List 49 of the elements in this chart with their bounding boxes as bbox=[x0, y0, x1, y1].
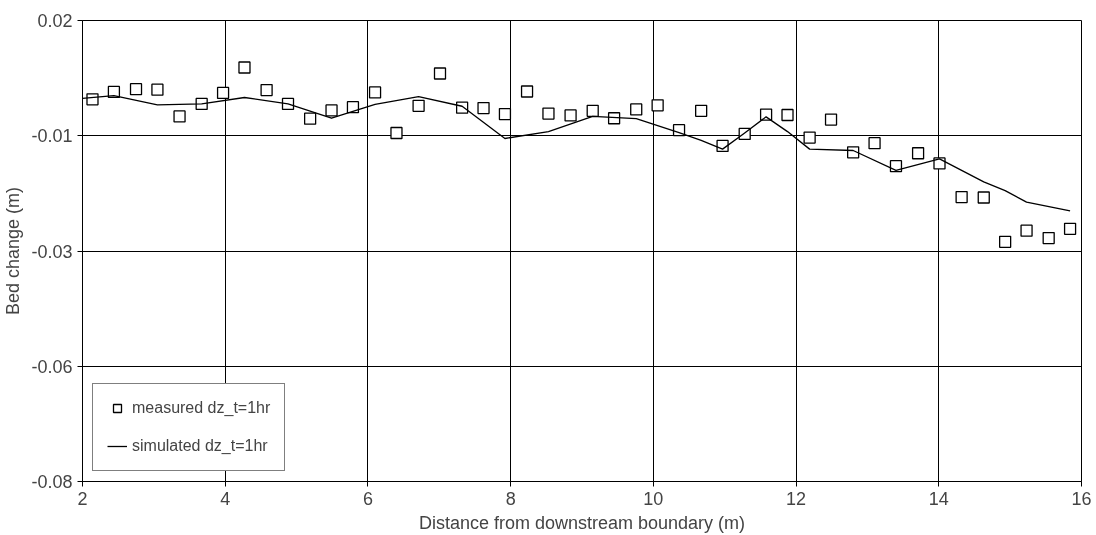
point bbox=[129, 83, 143, 96]
x-tick-label: 10 bbox=[643, 488, 664, 509]
point bbox=[955, 190, 968, 204]
point bbox=[564, 109, 577, 122]
point bbox=[216, 86, 230, 100]
point bbox=[999, 235, 1012, 248]
point bbox=[695, 104, 708, 118]
point bbox=[390, 126, 403, 140]
point bbox=[151, 83, 164, 96]
point bbox=[586, 104, 599, 118]
point bbox=[368, 86, 382, 99]
point bbox=[238, 61, 251, 74]
legend-label: measured dz_t=1hr bbox=[132, 399, 271, 417]
y-tick-label: -0.06 bbox=[31, 356, 73, 377]
x-tick-label: 14 bbox=[928, 488, 949, 509]
point bbox=[824, 113, 838, 126]
point bbox=[868, 136, 881, 150]
x-tick-label: 12 bbox=[786, 488, 807, 509]
x-tick-label: 6 bbox=[362, 488, 373, 509]
point bbox=[803, 131, 816, 144]
y-axis-title: Bed change (m) bbox=[3, 186, 24, 316]
y-tick-label: -0.08 bbox=[31, 472, 73, 492]
point bbox=[1063, 222, 1077, 236]
point bbox=[1042, 231, 1055, 245]
x-tick-label: 4 bbox=[220, 488, 231, 509]
point bbox=[173, 110, 186, 123]
point bbox=[630, 103, 643, 116]
point bbox=[433, 67, 447, 80]
point bbox=[498, 107, 512, 121]
point bbox=[1020, 224, 1033, 237]
x-tick-label: 16 bbox=[1071, 488, 1092, 509]
point bbox=[412, 99, 425, 112]
point bbox=[651, 99, 664, 112]
y-tick-label: 0.02 bbox=[37, 11, 73, 31]
point bbox=[325, 104, 338, 117]
point bbox=[520, 85, 534, 98]
y-tick-label: -0.03 bbox=[31, 241, 73, 262]
x-axis-title: Distance from downstream boundary (m) bbox=[418, 512, 746, 533]
point bbox=[911, 147, 925, 160]
point bbox=[303, 112, 317, 125]
legend-label: simulated dz_t=1hr bbox=[132, 437, 268, 455]
x-tick-label: 2 bbox=[77, 488, 88, 509]
point bbox=[542, 107, 555, 120]
point bbox=[260, 83, 273, 97]
x-tick-label: 8 bbox=[505, 488, 516, 509]
point bbox=[477, 101, 490, 115]
y-tick-label: -0.01 bbox=[31, 126, 73, 147]
point bbox=[781, 108, 794, 122]
point bbox=[977, 191, 990, 204]
